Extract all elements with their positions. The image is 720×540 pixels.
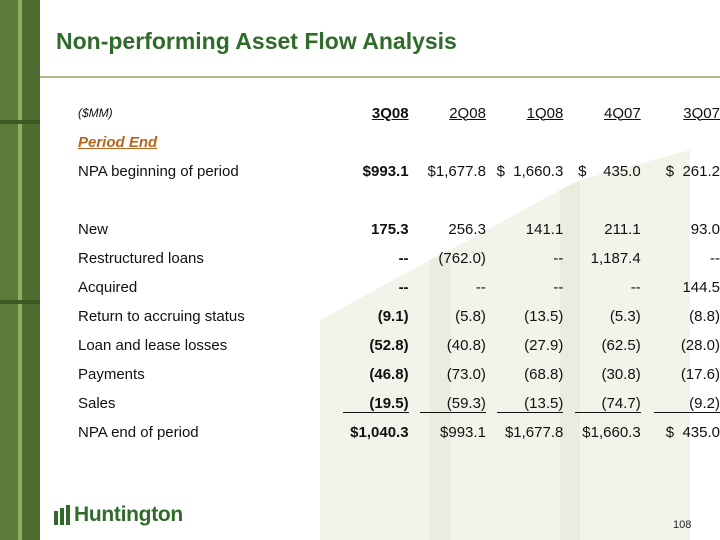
column-header: 1Q08 (526, 104, 564, 122)
cell-value: (46.8) (369, 366, 409, 383)
cell-value: (52.8) (369, 337, 409, 354)
cell-value: (762.0) (438, 250, 486, 267)
column-header: 3Q08 (371, 104, 409, 122)
table-row: Return to accruing status (9.1) (5.8) (1… (78, 302, 720, 331)
cell-value: (59.3) (419, 395, 486, 413)
cell-value: (40.8) (446, 337, 486, 354)
cell-value: (30.8) (601, 366, 641, 383)
cell-value: (9.2) (654, 395, 720, 413)
cell-value: 93.0 (690, 221, 720, 238)
row-label: Return to accruing status (78, 308, 245, 325)
header-row: ($MM) 3Q08 2Q08 1Q08 4Q07 3Q07 (78, 98, 720, 128)
cell-value: (19.5) (342, 395, 409, 413)
cell-value: (5.8) (455, 308, 486, 325)
cell-value: $1,660.3 (582, 424, 641, 441)
cell-value: 144.5 (682, 279, 720, 296)
table-row: Loan and lease losses (52.8) (40.8) (27.… (78, 331, 720, 360)
cell-value: (74.7) (574, 395, 641, 413)
title-rule (40, 76, 720, 78)
cell-value: -- (630, 279, 641, 296)
cell-value: 175.3 (371, 221, 409, 238)
cell-value: (13.5) (524, 308, 564, 325)
cell-value: -- (553, 279, 564, 296)
section-label: Period End (78, 134, 158, 151)
units-label: ($MM) (78, 106, 113, 120)
row-label: Restructured loans (78, 250, 204, 267)
logo-name: Huntington (74, 503, 183, 526)
left-decorative-bar (0, 0, 40, 540)
row-label: Payments (78, 366, 145, 383)
table-row: Payments (46.8) (73.0) (68.8) (30.8) (17… (78, 360, 720, 389)
spacer-row (78, 186, 720, 215)
column-header: 4Q07 (603, 104, 641, 122)
table-row: Restructured loans -- (762.0) -- 1,187.4… (78, 244, 720, 273)
cell-value: $ 1,660.3 (496, 163, 564, 180)
watermark-logo-graphic (320, 150, 690, 540)
row-label: NPA beginning of period (78, 163, 239, 180)
cell-value: $1,040.3 (350, 424, 409, 441)
table-row: Sales (19.5) (59.3) (13.5) (74.7) (9.2) (78, 389, 720, 418)
table-row: NPA end of period $1,040.3 $993.1 $1,677… (78, 418, 720, 447)
cell-value: (8.8) (689, 308, 720, 325)
cell-value: -- (475, 279, 486, 296)
table-row: New 175.3 256.3 141.1 211.1 93.0 (78, 215, 720, 244)
cell-value: (17.6) (680, 366, 720, 383)
cell-value: $ 261.2 (665, 163, 720, 180)
cell-value: (27.9) (524, 337, 564, 354)
table-row: NPA beginning of period $993.1 $1,677.8 … (78, 157, 720, 186)
cell-value: (73.0) (446, 366, 486, 383)
section-row: Period End (78, 128, 720, 157)
column-header: 3Q07 (683, 104, 720, 122)
table-row: Acquired -- -- -- -- 144.5 (78, 273, 720, 302)
cell-value: 256.3 (448, 221, 486, 238)
cell-value: (13.5) (497, 395, 564, 413)
cell-value: 1,187.4 (590, 250, 641, 267)
cell-value: $ 435.0 (665, 424, 720, 441)
row-label: Sales (78, 395, 116, 412)
cell-value: $993.1 (362, 163, 409, 180)
cell-value: -- (710, 250, 720, 267)
row-label: NPA end of period (78, 424, 199, 441)
cell-value: -- (398, 250, 409, 267)
row-label: New (78, 221, 109, 238)
company-logo: Huntington (54, 503, 183, 527)
cell-value: 211.1 (604, 221, 641, 238)
cell-value: $1,677.8 (427, 163, 486, 180)
row-label: Acquired (78, 279, 138, 296)
cell-value: (9.1) (377, 308, 409, 325)
cell-value: $993.1 (440, 424, 486, 441)
cell-value: (28.0) (680, 337, 720, 354)
cell-value: (5.3) (609, 308, 641, 325)
npa-flow-table: ($MM) 3Q08 2Q08 1Q08 4Q07 3Q07 Period En… (78, 98, 720, 447)
cell-value: (62.5) (601, 337, 641, 354)
cell-value: (68.8) (524, 366, 564, 383)
slide-title: Non-performing Asset Flow Analysis (56, 28, 457, 54)
page-number: 108 (673, 519, 692, 531)
cell-value: -- (553, 250, 564, 267)
cell-value: -- (398, 279, 409, 296)
bar-stripe (0, 120, 40, 124)
cell-value: $ 435.0 (578, 163, 641, 180)
bar-stripe (0, 300, 40, 304)
row-label: Loan and lease losses (78, 337, 228, 354)
column-header: 2Q08 (449, 104, 486, 122)
cell-value: 141.1 (525, 221, 564, 238)
logo-mark-icon (54, 505, 70, 525)
cell-value: $1,677.8 (504, 424, 564, 441)
